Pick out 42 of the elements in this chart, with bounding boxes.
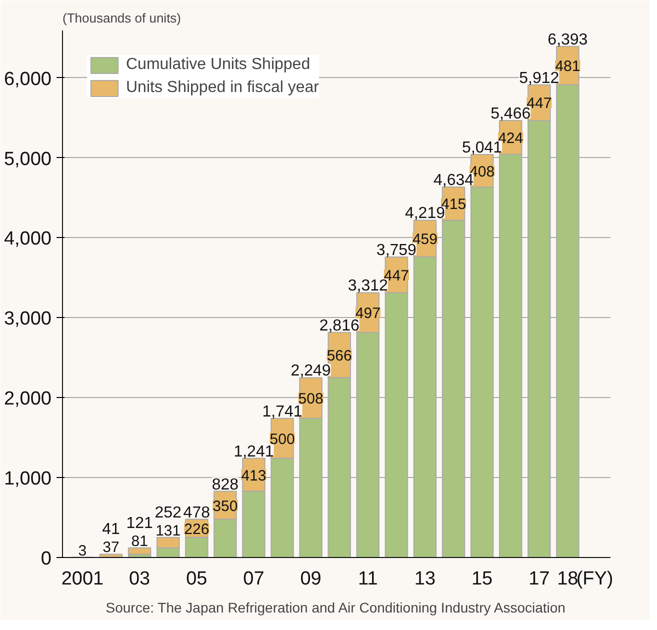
total-label: 3,312: [348, 278, 388, 295]
y-tick-label: 1,000: [4, 468, 52, 490]
y-tick-label: 2,000: [4, 388, 52, 410]
y-tick-label: 6,000: [4, 68, 52, 90]
data-label: 413: [241, 467, 266, 484]
data-label: 566: [326, 348, 352, 364]
total-label: 121: [126, 514, 154, 532]
x-tick-label: 13: [414, 568, 436, 590]
total-label: 252: [154, 504, 182, 522]
y-axis-title: (Thousands of units): [62, 10, 182, 26]
x-tick-label: 17: [528, 568, 550, 590]
x-tick-label: 2001: [61, 568, 104, 590]
data-label: 81: [131, 532, 148, 550]
source-note: Source: The Japan Refrigeration and Air Conditioning Industry Association: [106, 600, 566, 616]
total-label: 5,466: [490, 106, 531, 123]
x-axis-title: (FY): [576, 568, 614, 590]
total-label: 41: [102, 521, 120, 538]
y-tick-label: 5,000: [4, 148, 52, 170]
x-tick-label: 03: [128, 568, 150, 590]
total-label: 2,816: [319, 317, 360, 334]
x-tick-label: 15: [471, 568, 493, 590]
data-label: 37: [102, 539, 120, 556]
total-label: 5,912: [519, 70, 560, 87]
total-label: 2,249: [290, 362, 331, 380]
x-tick-label: 11: [358, 568, 378, 590]
x-tick-label: 05: [186, 568, 208, 590]
data-label: 350: [212, 498, 238, 515]
legend-label: Cumulative Units Shipped: [126, 56, 310, 74]
total-label: 3,759: [376, 242, 417, 259]
total-label: 828: [212, 476, 239, 494]
x-tick-label: 07: [243, 568, 264, 590]
total-label: 478: [183, 504, 210, 522]
x-tick-label: 18: [557, 568, 578, 590]
data-label: 131: [156, 522, 181, 540]
y-tick-label: 0: [40, 548, 52, 570]
data-label: 3: [78, 542, 87, 560]
x-tick-label: 09: [300, 568, 322, 590]
legend-label: Units Shipped in fiscal year: [126, 79, 319, 97]
y-tick-label: 4,000: [4, 228, 52, 250]
y-tick-label: 3,000: [4, 308, 52, 330]
total-label: 6,393: [548, 31, 588, 48]
data-label: 226: [184, 520, 210, 538]
